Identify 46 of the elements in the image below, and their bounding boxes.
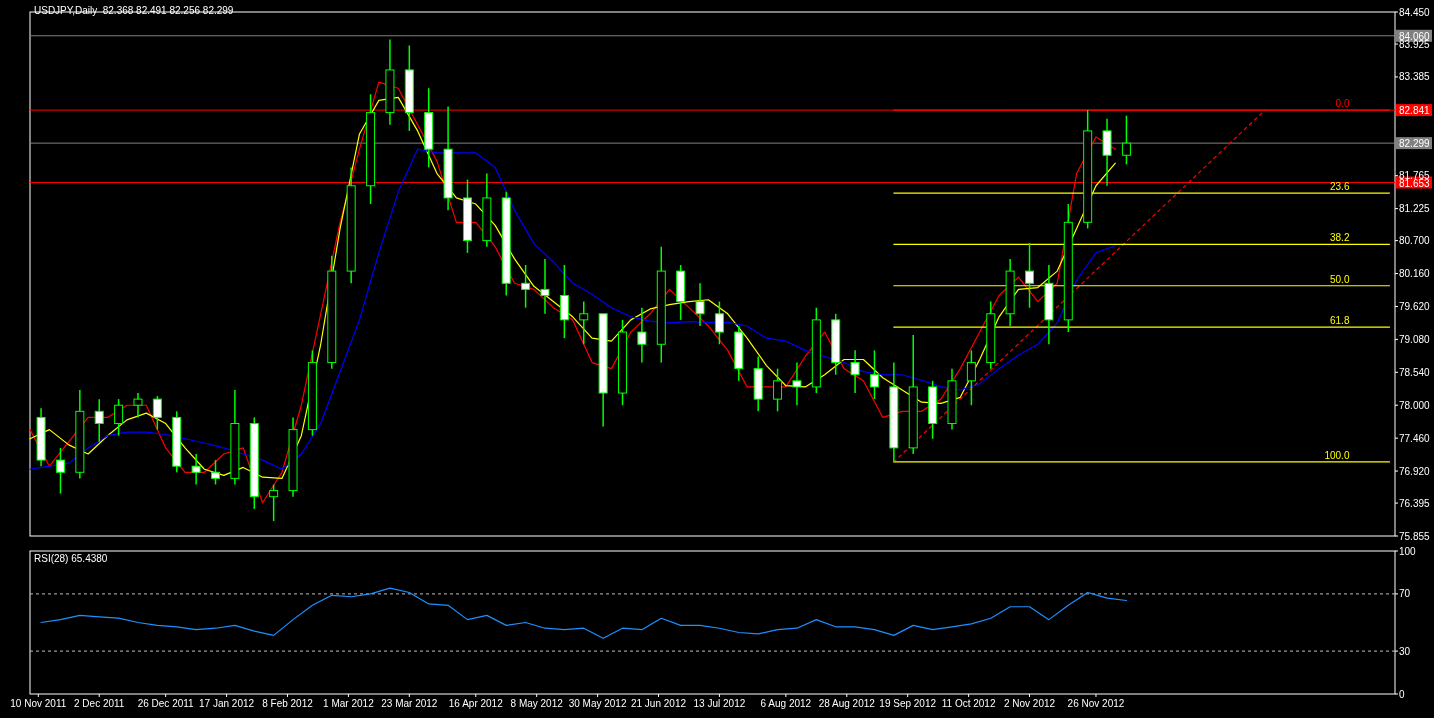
x-tick-label: 19 Sep 2012 [879,698,937,709]
ref-line-label: 84.060 [1399,30,1431,42]
x-tick-label: 8 May 2012 [510,698,564,709]
y-tick-label: 81.225 [1399,203,1431,215]
x-tick-label: 2 Nov 2012 [1003,698,1056,709]
x-tick-label: 30 May 2012 [568,698,627,709]
x-tick-label: 8 Feb 2012 [262,698,314,709]
y-tick-label: 76.920 [1399,465,1431,477]
y-tick-label: 77.460 [1399,432,1431,444]
y-tick-label: 80.160 [1399,268,1431,280]
x-tick-label: 28 Aug 2012 [818,698,876,709]
series-label: 38.2 [1329,232,1350,244]
ref-line-label: 82.299 [1399,138,1431,150]
y-tick-label: 0 [1399,688,1405,700]
x-tick-label: 23 Mar 2012 [381,698,438,709]
y-tick-label: 78.540 [1399,366,1431,378]
x-tick-label: 10 Nov 2011 [10,698,67,709]
series-label: 0.0 [1335,98,1350,110]
y-tick-label: 30 [1399,645,1411,657]
x-tick-label: 1 Mar 2012 [323,698,375,709]
y-tick-label: 79.620 [1399,300,1431,312]
y-tick-label: 83.385 [1399,71,1431,83]
x-tick-label: 2 Dec 2011 [74,698,125,709]
y-tick-label: 78.000 [1399,399,1431,411]
y-tick-label: 84.450 [1399,6,1431,18]
y-tick-label: 70 [1399,588,1411,600]
series-label: 23.6 [1329,181,1350,193]
ref-line-label: 82.841 [1399,105,1431,117]
y-tick-label: 79.080 [1399,333,1431,345]
x-tick-label: 26 Dec 2011 [137,698,195,709]
x-tick-label: 11 Oct 2012 [941,698,996,709]
x-tick-label: 6 Aug 2012 [760,698,812,709]
y-tick-label: 76.395 [1399,497,1431,509]
chart-title: RSI(28) 65.4380 [34,553,108,564]
x-tick-label: 16 Apr 2012 [448,698,504,709]
x-tick-label: 26 Nov 2012 [1067,698,1125,709]
chart-title: USDJPY,Daily 82.368 82.491 82.256 82.299 [34,5,234,16]
y-tick-label: 75.855 [1399,530,1431,542]
x-tick-label: 17 Jan 2012 [199,698,255,709]
series-label: 100.0 [1324,449,1350,461]
y-tick-label: 80.700 [1399,235,1431,247]
y-tick-label: 100 [1399,545,1417,557]
series-label: 50.0 [1329,273,1350,285]
series-label: 61.8 [1329,315,1350,327]
x-tick-label: 21 Jun 2012 [630,698,687,709]
x-tick-label: 13 Jul 2012 [693,698,746,709]
